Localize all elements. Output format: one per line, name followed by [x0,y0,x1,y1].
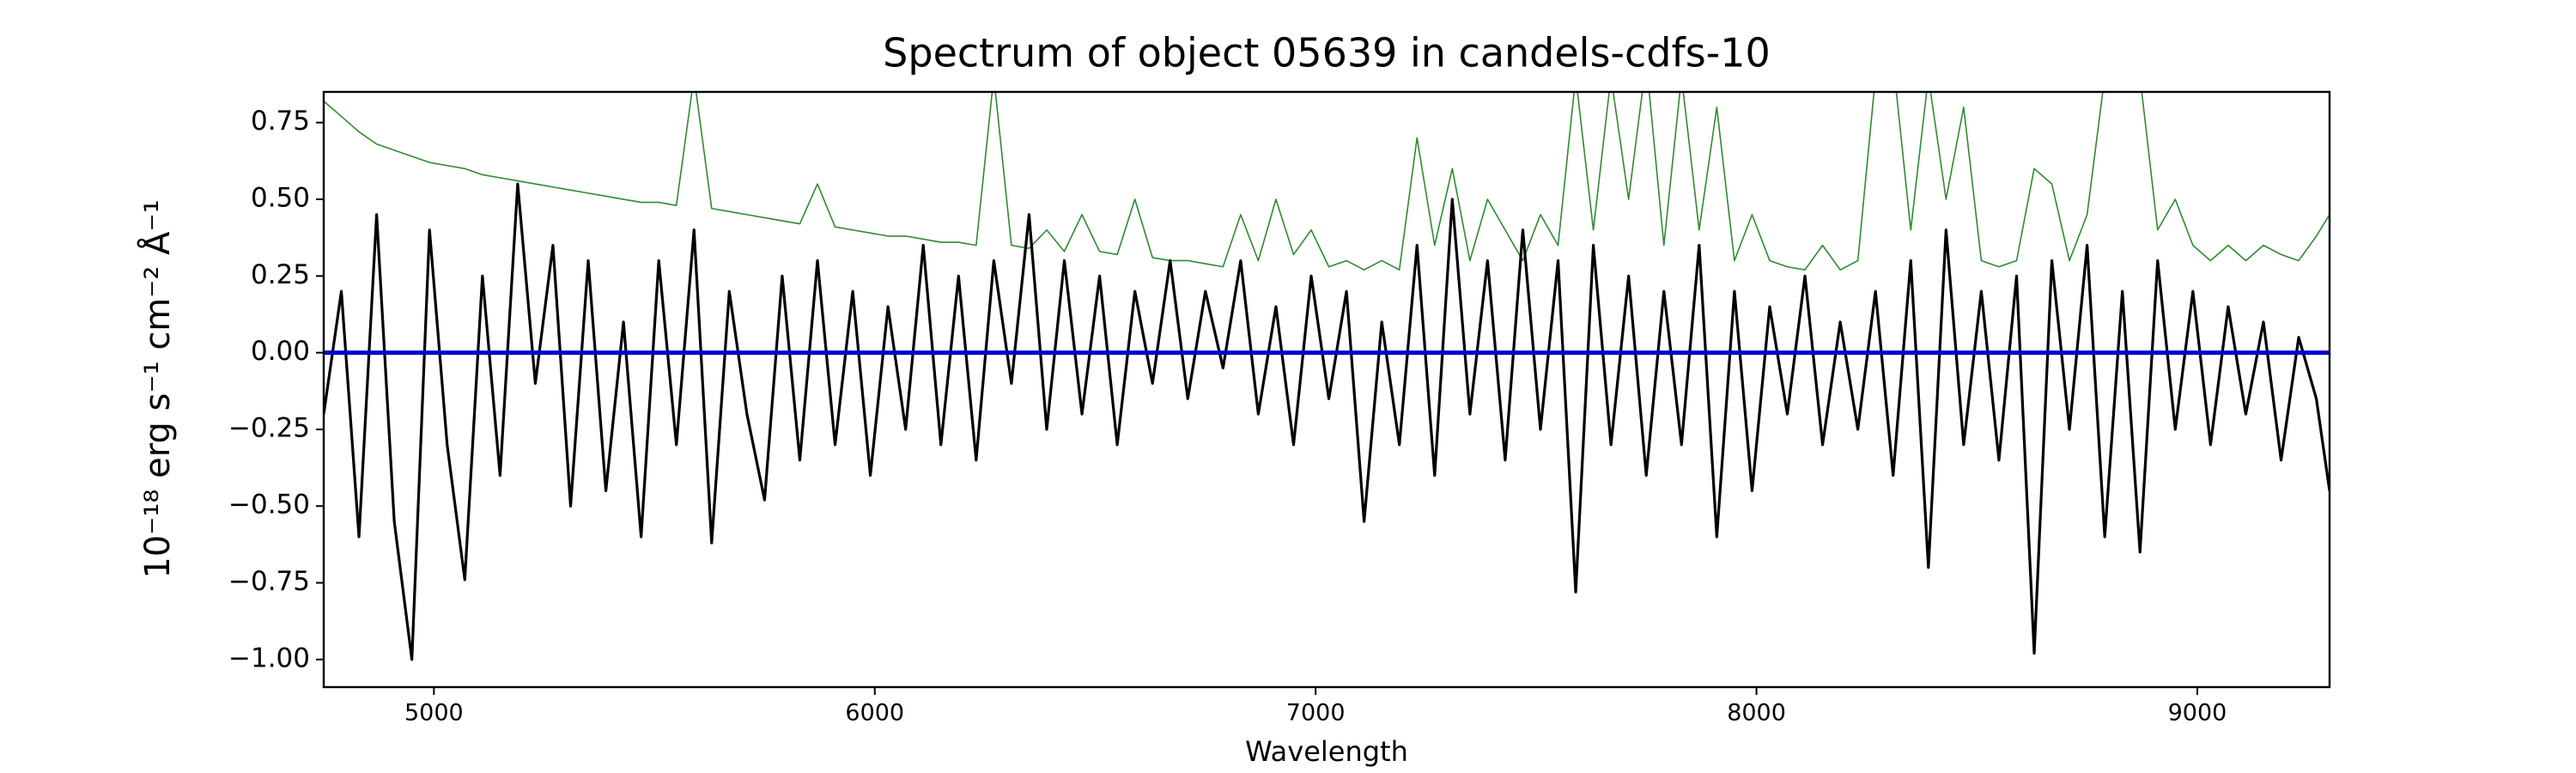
spectrum-line [324,92,2330,271]
x-tick-label: 7000 [1286,700,1346,727]
y-tick-label: −0.25 [228,412,310,443]
y-tick-label: 0.75 [251,106,310,137]
y-tick-label: −0.75 [228,566,310,597]
x-axis-label: Wavelength [1245,735,1408,768]
x-tick-label: 5000 [404,700,464,727]
x-tick-label: 8000 [1727,700,1786,727]
y-tick-label: 0.25 [251,259,310,290]
spectrum-line [324,182,2330,661]
x-tick-label: 6000 [845,700,904,727]
y-tick-label: −0.50 [228,490,310,520]
x-tick-label: 9000 [2168,700,2227,727]
chart-title: Spectrum of object 05639 in candels-cdfs… [883,30,1771,76]
y-tick-label: −1.00 [228,642,310,673]
y-axis-label: 10⁻¹⁸ erg s⁻¹ cm⁻² Å⁻¹ [137,199,178,578]
plot-frame [322,90,2331,689]
plot-area [324,92,2330,661]
y-tick-label: 0.00 [251,336,310,367]
y-tick-label: 0.50 [251,183,310,214]
